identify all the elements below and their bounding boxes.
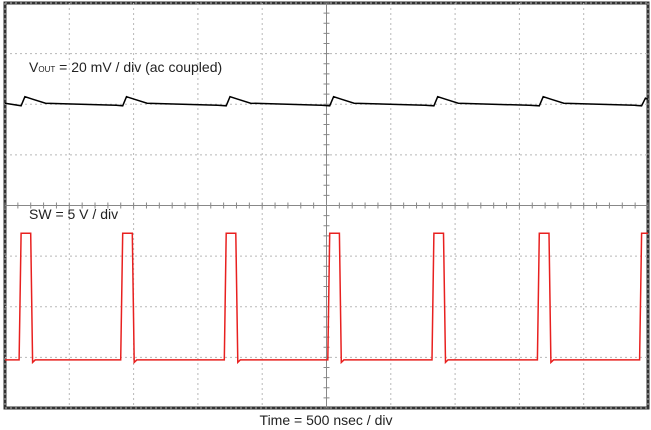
vout-text: = 20 mV / div (ac coupled): [55, 59, 222, 75]
waveform: [4, 95, 649, 107]
vout-symbol: V: [29, 59, 39, 75]
x-axis-label: Time = 500 nsec / div: [260, 412, 393, 428]
vout-subscript: OUT: [38, 65, 55, 74]
sw-label: SW = 5 V / div: [29, 206, 118, 222]
vout-label: VOUT = 20 mV / div (ac coupled): [29, 59, 222, 75]
waveform: [5, 232, 648, 365]
